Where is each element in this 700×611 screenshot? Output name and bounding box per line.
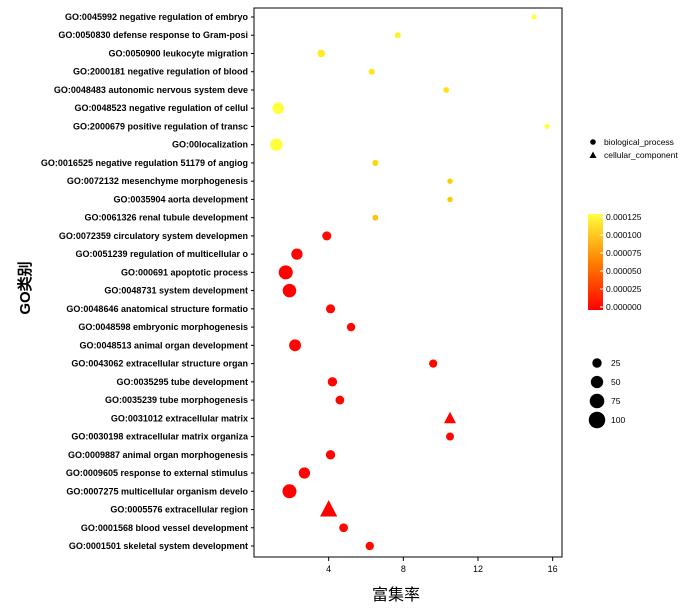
data-point bbox=[282, 484, 297, 499]
category-label: GO:0048731 system development bbox=[104, 286, 248, 296]
color-legend-label: 0.000075 bbox=[606, 248, 642, 258]
data-points bbox=[270, 14, 550, 551]
data-point bbox=[339, 523, 348, 533]
category-label: GO:00localization bbox=[172, 140, 248, 150]
data-point bbox=[531, 14, 537, 20]
data-point bbox=[282, 283, 297, 298]
category-label: GO:0050900 leukocyte migration bbox=[108, 48, 248, 58]
category-label: GO:0001501 skeletal system development bbox=[69, 541, 248, 551]
data-point bbox=[544, 123, 550, 129]
shape-legend-marker bbox=[589, 151, 597, 158]
size-legend-label: 100 bbox=[611, 415, 625, 425]
color-legend-label: 0.000050 bbox=[606, 266, 642, 276]
category-label: GO:0007275 multicellular organism develo bbox=[66, 486, 248, 496]
size-legend-marker bbox=[590, 375, 604, 389]
data-point bbox=[444, 411, 456, 424]
category-label: GO:0001568 blood vessel development bbox=[81, 523, 248, 533]
size-legend-marker bbox=[592, 358, 602, 368]
color-legend-label: 0.000100 bbox=[606, 230, 642, 240]
data-point bbox=[372, 159, 379, 166]
category-label: GO:0072132 mesenchyme morphogenesis bbox=[67, 176, 248, 186]
category-label: GO:0048646 anatomical structure formatio bbox=[66, 304, 248, 314]
category-label: GO:0048513 animal organ development bbox=[79, 340, 248, 350]
category-label: GO:2000181 negative regulation of blood bbox=[73, 67, 248, 77]
y-axis-title: GO类别 bbox=[16, 261, 34, 314]
category-label: GO:0009887 animal organ morphogenesis bbox=[68, 450, 248, 460]
data-point bbox=[443, 87, 450, 93]
data-point bbox=[447, 178, 453, 184]
category-label: GO:0035904 aorta development bbox=[113, 194, 248, 204]
category-label: GO:0035239 tube morphogenesis bbox=[105, 395, 248, 405]
shape-legend: biological_process cellular_component bbox=[589, 137, 678, 160]
category-label: GO:0045992 negative regulation of embryo bbox=[65, 12, 249, 22]
size-legend-marker bbox=[588, 411, 606, 429]
category-label: GO:0005576 extracellular region bbox=[110, 505, 248, 515]
category-label: GO:0031012 extracellular matrix bbox=[111, 413, 248, 423]
data-point bbox=[447, 196, 453, 203]
data-point bbox=[445, 432, 455, 441]
category-label: GO:000691 apoptotic process bbox=[121, 267, 248, 277]
data-point bbox=[365, 541, 374, 551]
x-tick-label: 4 bbox=[326, 564, 331, 574]
data-point bbox=[325, 450, 336, 460]
data-point bbox=[325, 304, 336, 314]
data-point bbox=[372, 214, 379, 221]
data-point bbox=[322, 231, 332, 241]
data-point bbox=[335, 395, 345, 405]
data-point bbox=[278, 265, 293, 280]
data-point bbox=[289, 339, 302, 352]
data-point bbox=[429, 359, 438, 368]
data-point bbox=[327, 377, 338, 387]
color-legend-label: 0.000125 bbox=[606, 212, 642, 222]
data-point bbox=[346, 322, 356, 332]
category-label: GO:0016525 negative regulation 51179 of … bbox=[41, 158, 248, 168]
shape-legend-label: cellular_component bbox=[604, 150, 678, 160]
x-tick-label: 8 bbox=[401, 564, 406, 574]
category-label: GO:0072359 circulatory system developmen bbox=[59, 231, 248, 241]
x-tick-label: 16 bbox=[548, 564, 558, 574]
category-label: GO:0051239 regulation of multicellular o bbox=[75, 249, 248, 259]
chart-axes bbox=[253, 7, 563, 558]
data-point bbox=[298, 467, 311, 479]
color-legend-bar bbox=[588, 214, 603, 310]
shape-legend-label: biological_process bbox=[604, 137, 674, 147]
category-label: GO:0030198 extracellular matrix organiza bbox=[71, 432, 249, 442]
size-legend-marker bbox=[589, 393, 605, 409]
size-legend-label: 75 bbox=[611, 396, 621, 406]
x-axis-title: 富集率 bbox=[372, 586, 420, 604]
shape-legend-marker bbox=[590, 139, 596, 145]
category-label: GO:0048523 negative regulation of cellul bbox=[74, 103, 248, 113]
data-point bbox=[394, 32, 401, 39]
category-label: GO:0009605 response to external stimulus bbox=[66, 468, 248, 478]
size-legend: 25 50 75 100 bbox=[588, 358, 625, 429]
color-legend-label: 0.000025 bbox=[606, 284, 642, 294]
category-label: GO:0048483 autonomic nervous system deve bbox=[54, 85, 248, 95]
category-label: GO:0043062 extracellular structure organ bbox=[71, 359, 248, 369]
data-point bbox=[270, 138, 283, 151]
category-label: GO:0048598 embryonic morphogenesis bbox=[78, 322, 248, 332]
category-label: GO:0061326 renal tubule development bbox=[84, 213, 248, 223]
category-label: GO:2000679 positive regulation of transc bbox=[73, 121, 248, 131]
data-point bbox=[320, 500, 338, 517]
data-point bbox=[291, 248, 303, 260]
x-ticks: 4 8 12 16 bbox=[326, 557, 558, 574]
data-point bbox=[368, 68, 375, 75]
category-label: GO:0035295 tube development bbox=[116, 377, 248, 387]
color-legend-label: 0.000000 bbox=[606, 302, 642, 312]
data-point bbox=[272, 102, 285, 115]
data-point bbox=[317, 49, 325, 58]
category-label: GO:0050830 defense response to Gram-posi bbox=[58, 30, 248, 40]
x-tick-label: 12 bbox=[473, 564, 483, 574]
plot-frame bbox=[253, 7, 563, 558]
size-legend-label: 50 bbox=[611, 377, 621, 387]
color-legend: 0.000125 0.000100 0.000075 0.000050 0.000025… bbox=[588, 212, 642, 312]
category-labels: GO:0045992 negative regulation of embryo… bbox=[41, 12, 254, 551]
size-legend-label: 25 bbox=[611, 358, 621, 368]
